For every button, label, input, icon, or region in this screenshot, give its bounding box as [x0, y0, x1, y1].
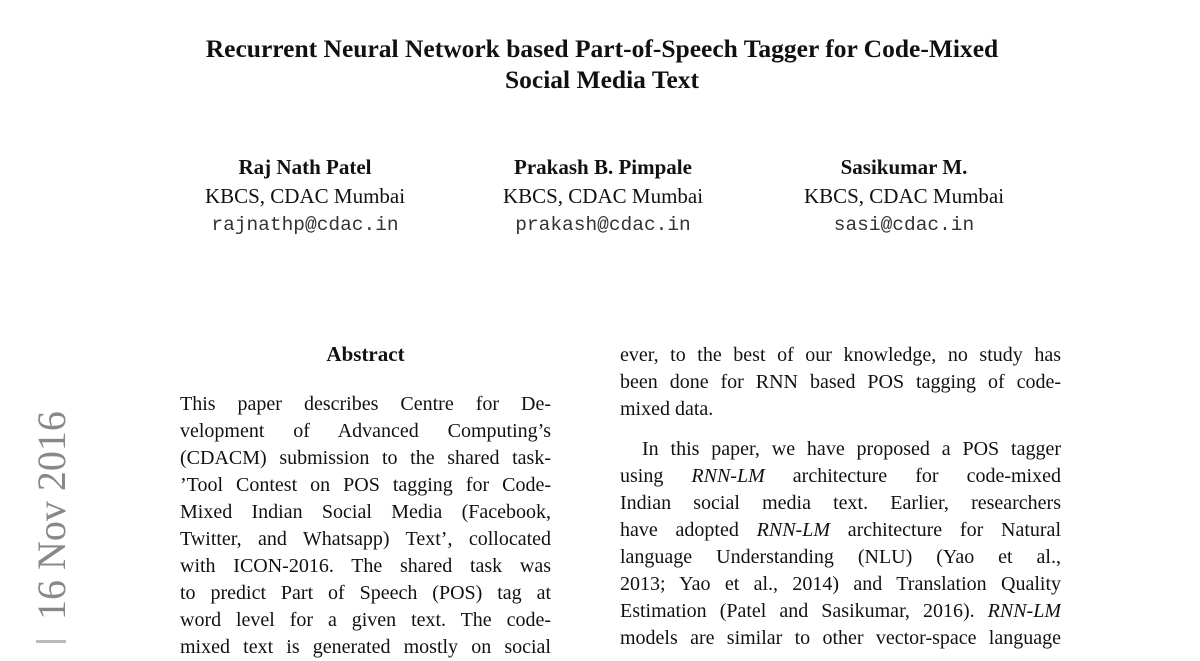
author-affiliation: KBCS, CDAC Mumbai — [803, 184, 1005, 208]
text-run: 2013; Yao et al., 2014) and Translation … — [620, 573, 1061, 595]
abstract-line: to predict Part of Speech (POS) tag at — [180, 582, 551, 604]
arxiv-date-stamp: 16 Nov 2016 — [29, 411, 74, 620]
stamp-divider — [36, 640, 66, 643]
text-run: models are similar to other vector-space… — [620, 627, 1061, 649]
body-line: Indian social media text. Earlier, resea… — [620, 490, 1061, 517]
title-line: Recurrent Neural Network based Part-of-S… — [205, 34, 999, 63]
abstract-line: (CDACM) submission to the shared task- — [180, 447, 551, 469]
abstract-line: Twitter, and Whatsapp) Text’, collocated — [180, 528, 551, 550]
abstract-line: velopment of Advanced Computing’s — [180, 420, 551, 442]
author-name: Sasikumar M. — [840, 155, 968, 179]
body-line: language Understanding (NLU) (Yao et al.… — [620, 544, 1061, 571]
abstract-line: This paper describes Centre for De- — [180, 393, 551, 415]
text-run: In this paper, we have proposed a POS ta… — [642, 438, 1061, 460]
body-line: 2013; Yao et al., 2014) and Translation … — [620, 571, 1061, 598]
abstract-body: This paper describes Centre for De-velop… — [180, 391, 551, 661]
paragraph-1: ever, to the best of our knowledge, no s… — [620, 342, 1061, 423]
text-run: Indian social media text. Earlier, resea… — [620, 492, 1061, 514]
paper-title: Recurrent Neural Network based Part-of-S… — [100, 33, 1104, 95]
author-email: sasi@cdac.in — [833, 214, 975, 236]
text-run: language Understanding (NLU) (Yao et al.… — [620, 546, 1061, 568]
body-line: mixed data. — [620, 398, 714, 420]
abstract-heading: Abstract — [326, 342, 405, 366]
italic-term: RNN-LM — [987, 600, 1061, 622]
body-line: models are similar to other vector-space… — [620, 625, 1061, 652]
right-column: ever, to the best of our knowledge, no s… — [620, 342, 1061, 652]
body-line: Estimation (Patel and Sasikumar, 2016). … — [620, 598, 1061, 625]
text-run: architecture for Natural — [829, 519, 1061, 541]
body-line: have adopted RNN-LM architecture for Nat… — [620, 517, 1061, 544]
body-line: been done for RNN based POS tagging of c… — [620, 371, 1061, 393]
body-line: ever, to the best of our knowledge, no s… — [620, 344, 1061, 366]
paragraph-2: In this paper, we have proposed a POS ta… — [620, 436, 1061, 652]
author-email: prakash@cdac.in — [515, 214, 691, 236]
abstract-column: Abstract This paper describes Centre for… — [180, 341, 551, 661]
abstract-line: ’Tool Contest on POS tagging for Code- — [180, 474, 551, 496]
author-email: rajnathp@cdac.in — [211, 214, 399, 236]
abstract-line: word level for a given text. The code- — [180, 609, 551, 631]
author-name: Prakash B. Pimpale — [514, 155, 692, 179]
author-block: Sasikumar M. KBCS, CDAC Mumbai sasi@cdac… — [744, 153, 1064, 240]
text-run: using — [620, 465, 692, 487]
text-run: have adopted — [620, 519, 757, 541]
abstract-line: with ICON-2016. The shared task was — [180, 555, 551, 577]
text-run: architecture for code-mixed — [764, 465, 1061, 487]
abstract-line: Mixed Indian Social Media (Facebook, — [180, 501, 551, 523]
italic-term: RNN-LM — [756, 519, 830, 541]
body-line: using RNN-LM architecture for code-mixed — [620, 463, 1061, 490]
author-name: Raj Nath Patel — [238, 155, 372, 179]
italic-term: RNN-LM — [691, 465, 765, 487]
text-run: Estimation (Patel and Sasikumar, 2016). — [620, 600, 988, 622]
author-affiliation: KBCS, CDAC Mumbai — [502, 184, 704, 208]
author-affiliation: KBCS, CDAC Mumbai — [204, 184, 406, 208]
author-block: Prakash B. Pimpale KBCS, CDAC Mumbai pra… — [443, 153, 763, 240]
author-block: Raj Nath Patel KBCS, CDAC Mumbai rajnath… — [145, 153, 465, 240]
title-line: Social Media Text — [504, 65, 700, 94]
body-line: In this paper, we have proposed a POS ta… — [620, 436, 1061, 463]
